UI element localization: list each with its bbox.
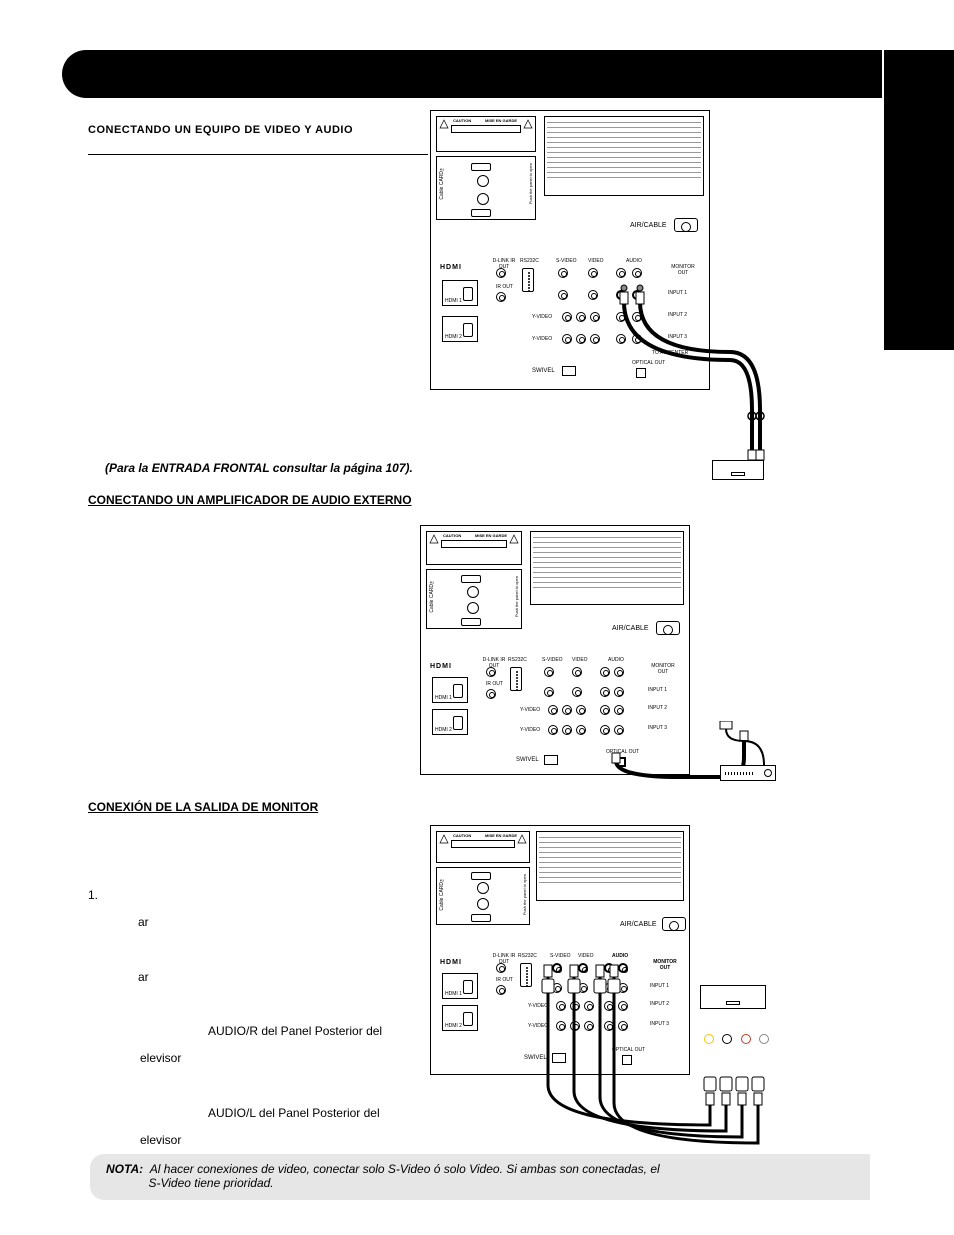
diagram-audio-amp: CAUTION MISE EN GARDE Cable CARD™ Push t… bbox=[420, 525, 770, 785]
step-audio-l: AUDIO/L del Panel Posterior del bbox=[208, 1104, 418, 1123]
external-receiver bbox=[712, 460, 764, 480]
section1-title: CONECTANDO UN EQUIPO DE VIDEO Y AUDIO bbox=[88, 124, 353, 136]
vcr-jack-black bbox=[722, 1034, 732, 1044]
step-elev2: elevisor bbox=[140, 1131, 418, 1150]
external-vcr bbox=[700, 985, 766, 1009]
step-number: 1. bbox=[88, 886, 108, 905]
step-elev1: elevisor bbox=[140, 1049, 418, 1068]
step-frag-ar2: ar bbox=[138, 968, 418, 987]
section3-title: CONEXIÓN DE LA SALIDA DE MONITOR bbox=[88, 800, 318, 814]
note-label: NOTA: bbox=[106, 1162, 143, 1176]
section2-title: CONECTANDO UN AMPLIFICADOR DE AUDIO EXTE… bbox=[88, 493, 412, 507]
connection-steps: 1. ar ar AUDIO/R del Panel Posterior del… bbox=[88, 886, 418, 1158]
section1-underline bbox=[88, 154, 428, 155]
receiver-slot-icon bbox=[731, 472, 745, 476]
note-text-line2: S-Video tiene prioridad. bbox=[148, 1176, 273, 1190]
vcr-slot-icon bbox=[726, 1001, 740, 1005]
external-amplifier bbox=[720, 765, 776, 781]
vcr-jack-white bbox=[759, 1034, 769, 1044]
vcr-jack-row bbox=[702, 1031, 771, 1049]
amp-knob-icon bbox=[764, 769, 772, 777]
vcr-jack-yellow bbox=[704, 1034, 714, 1044]
cable-audio-lr bbox=[430, 110, 770, 470]
page: CONECTANDO UN EQUIPO DE VIDEO Y AUDIO CA… bbox=[0, 0, 954, 1235]
frontal-entry-note: (Para la ENTRADA FRONTAL consultar la pá… bbox=[105, 461, 413, 475]
note-box: NOTA: Al hacer conexiones de video, cone… bbox=[90, 1154, 870, 1200]
note-text-line1: Al hacer conexiones de video, conectar s… bbox=[150, 1162, 660, 1176]
diagram-video-audio: CAUTION MISE EN GARDE Cable CARD™ Push t… bbox=[430, 110, 770, 420]
amp-power-cord-icon bbox=[716, 721, 776, 765]
step-frag-ar1: ar bbox=[138, 913, 418, 932]
header-black-bar bbox=[62, 50, 882, 98]
side-black-tab bbox=[884, 50, 954, 350]
diagram-monitor-out: CAUTION MISE EN GARDE Cable CARD™ Push t… bbox=[430, 825, 780, 1145]
amp-grille-icon bbox=[725, 772, 755, 775]
step-audio-r: AUDIO/R del Panel Posterior del bbox=[208, 1022, 418, 1041]
vcr-jack-red bbox=[741, 1034, 751, 1044]
